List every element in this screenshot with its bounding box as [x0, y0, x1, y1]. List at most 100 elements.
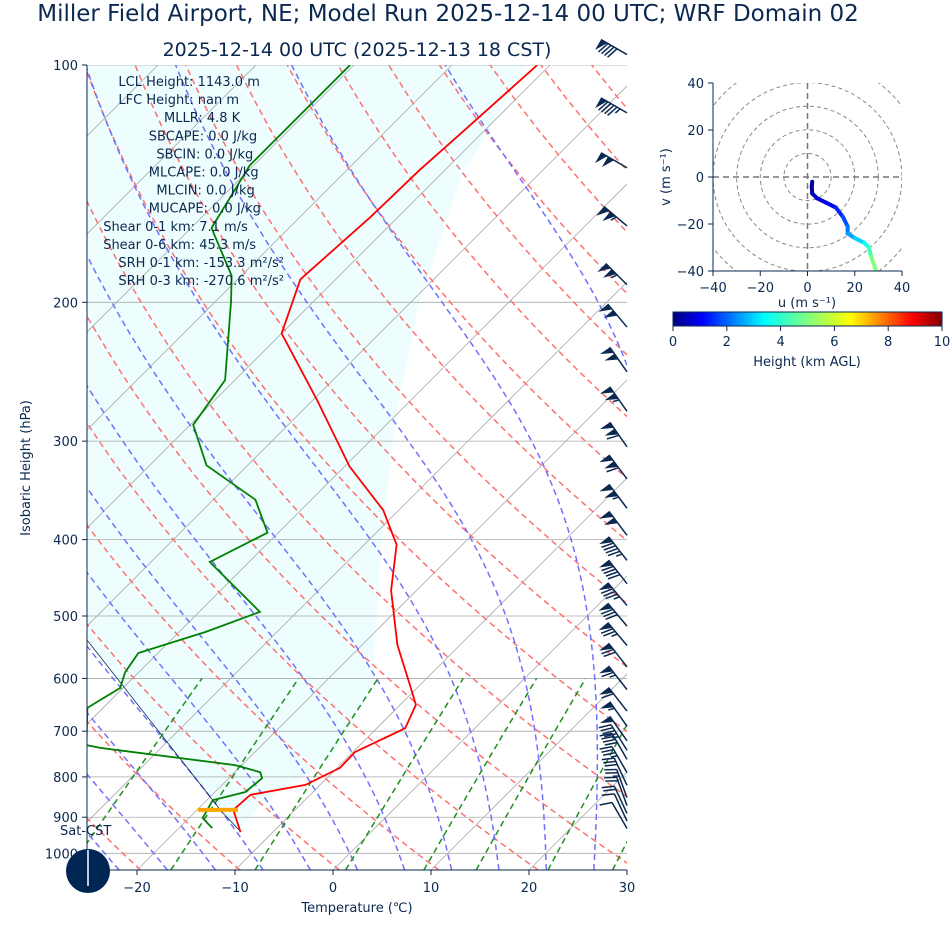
y-tick-label: 400: [53, 534, 78, 549]
barb-half: [615, 109, 620, 113]
index-line: Shear 0-6 km: 45.3 m/s: [103, 238, 256, 253]
barb-flag: [599, 560, 613, 567]
index-line: LFC Height: nan m: [118, 93, 239, 108]
wind-barb: [595, 40, 627, 58]
wind-barb: [596, 207, 627, 226]
wind-barb: [599, 537, 627, 561]
hodograph-x-tick-label: 40: [894, 281, 911, 296]
x-tick-label: 0: [329, 881, 337, 896]
barb-half: [613, 400, 619, 402]
hodograph-x-tick-label: 20: [846, 281, 863, 296]
barb-full: [600, 747, 612, 750]
colorbar-tick-label: 2: [723, 335, 731, 350]
wind-barb: [595, 153, 627, 168]
dry-adiabat: [490, 65, 951, 870]
barb-full: [603, 761, 616, 762]
y-tick-label: 600: [53, 672, 78, 687]
barb-flag: [602, 157, 614, 167]
barb-full: [602, 45, 611, 53]
colorbar-tick-label: 10: [934, 335, 951, 350]
colorbar-tick-label: 6: [830, 335, 838, 350]
barb-flag: [604, 518, 618, 525]
background-lines: [0, 65, 951, 870]
wind-barb: [599, 583, 628, 606]
barb-full: [602, 694, 614, 698]
wind-barb: [600, 422, 627, 447]
wind-barb: [600, 802, 627, 828]
barb-half: [614, 597, 620, 599]
logo-icon: [66, 849, 110, 893]
x-tick-label: 20: [521, 881, 538, 896]
index-line: MLLR: 4.8 K: [164, 111, 241, 126]
wind-barb: [599, 304, 628, 327]
index-line: MLCAPE: 0.0 J/kg: [149, 166, 259, 181]
y-tick-label: 800: [53, 771, 78, 786]
hodograph-x-tick-label: −40: [699, 281, 726, 296]
barb-full: [607, 435, 619, 439]
hodograph-x-tick-label: −20: [747, 281, 774, 296]
isotherm: [529, 65, 951, 870]
wind-barb: [602, 786, 627, 813]
barb-full: [605, 765, 618, 766]
y-tick-label: 700: [53, 725, 78, 740]
index-line: MUCAPE: 0.0 J/kg: [149, 202, 261, 217]
hodograph-y-label: v (m s⁻¹): [659, 148, 674, 206]
mixing-ratio-line: [424, 678, 537, 870]
y-tick-label: 100: [53, 59, 78, 74]
x-tick-label: 10: [423, 881, 440, 896]
barb-half: [608, 708, 614, 710]
hodograph-x-tick-label: 0: [803, 281, 811, 296]
y-tick-label: 200: [53, 296, 78, 311]
barb-flag: [599, 455, 613, 462]
barb-flag: [599, 687, 613, 694]
y-tick-label: 300: [53, 435, 78, 450]
barb-flag: [596, 207, 609, 216]
barb-flag: [600, 422, 614, 429]
barb-staff: [609, 666, 627, 690]
barb-half: [613, 497, 619, 499]
index-line: SBCIN: 0.0 J/kg: [156, 147, 253, 162]
barb-half: [610, 675, 616, 677]
wind-barb: [599, 511, 627, 535]
barb-full: [603, 789, 616, 790]
hodograph-y-tick-label: 0: [696, 171, 704, 186]
colorbar-tick-label: 8: [884, 335, 892, 350]
hodograph-y-tick-label: 20: [687, 124, 704, 139]
index-line: SRH 0-1 km: -153.3 m²/s²: [118, 256, 284, 271]
barb-half: [611, 634, 617, 636]
barb-full: [602, 786, 615, 787]
barb-flag: [600, 347, 614, 354]
mixing-ratio-line: [548, 678, 653, 870]
barb-full: [602, 794, 615, 795]
y-tick-label: 500: [53, 610, 78, 625]
wind-barbs: [595, 40, 627, 829]
barb-flag: [602, 212, 615, 221]
colorbar: 0 2 4 6 8 10: [669, 312, 950, 350]
barb-full: [602, 104, 611, 112]
barb-full: [602, 758, 615, 759]
barb-half: [611, 756, 617, 757]
barb-flag: [605, 429, 619, 436]
dry-adiabat: [642, 65, 951, 870]
barb-full: [601, 728, 613, 731]
barb-half: [611, 275, 617, 278]
colorbar-tick-label: 4: [776, 335, 784, 350]
moist-adiabat: [445, 65, 663, 870]
index-line: LCL Height: 1143.0 m: [118, 75, 259, 90]
barb-staff: [609, 643, 627, 667]
wind-barb: [599, 623, 628, 646]
main-title: Miller Field Airport, NE; Model Run 2025…: [37, 1, 859, 27]
hodograph-x-label: u (m s⁻¹): [778, 296, 836, 311]
barb-flag: [599, 537, 613, 544]
colorbar-tick-label: 0: [669, 335, 677, 350]
isotherm: [431, 65, 951, 870]
barb-full: [603, 753, 615, 756]
logo-text: Sat-CST: [60, 824, 111, 839]
barb-flag: [605, 354, 619, 361]
x-tick-label: 30: [619, 881, 636, 896]
mixing-ratio-line: [613, 678, 713, 870]
barb-full: [600, 802, 612, 805]
dry-adiabat: [693, 65, 951, 870]
barb-flag: [600, 702, 614, 709]
